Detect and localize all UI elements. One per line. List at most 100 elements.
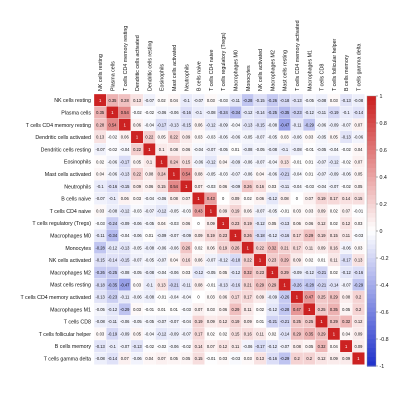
row-label: Macrophages M2 xyxy=(50,270,91,276)
cell-value-label: -0.26 xyxy=(268,98,278,103)
cell-value-label: -0.12 xyxy=(329,159,339,164)
cell-value-label: 0.01 xyxy=(305,159,314,164)
cell-value-label: 0.08 xyxy=(281,196,290,201)
colorbar-segment xyxy=(367,339,376,345)
cell-value-label: 1 xyxy=(111,110,114,115)
cell-value-label: -0.03 xyxy=(169,221,179,226)
cell-value-label: -0.16 xyxy=(108,184,118,189)
cell-value-label: -0.06 xyxy=(132,295,142,300)
cell-value-label: -0.11 xyxy=(292,122,302,127)
cell-value-label: -0.12 xyxy=(157,331,167,336)
column-label: Dendritic cells activated xyxy=(135,35,141,91)
cell-value-label: -0.18 xyxy=(255,233,265,238)
cell-value-label: 0.05 xyxy=(133,159,142,164)
cell-value-label: -0.12 xyxy=(108,245,118,250)
colorbar-segment xyxy=(367,289,376,295)
cell-value-label: -0.12 xyxy=(341,270,351,275)
cell-value-label: 0.02 xyxy=(158,98,167,103)
cell-value-label: 0.02 xyxy=(330,270,339,275)
cell-value-label: -0.12 xyxy=(231,270,241,275)
colorbar-segment xyxy=(367,325,376,331)
cell-value-label: -0.05 xyxy=(145,258,155,263)
cell-value-label: 0.32 xyxy=(318,344,327,349)
cell-value-label: -0.08 xyxy=(268,147,278,152)
cell-value-label: -0.07 xyxy=(329,184,339,189)
cell-value-label: -0.12 xyxy=(108,307,118,312)
cell-value-label: -0.01 xyxy=(354,208,364,213)
cell-value-label: 0.12 xyxy=(342,221,351,226)
colorbar-segment xyxy=(367,249,376,255)
cell-value-label: 0.06 xyxy=(145,184,154,189)
cell-value-label: -0.09 xyxy=(218,122,228,127)
cell-value-label: 0.28 xyxy=(96,122,105,127)
colorbar-tick-label: -0.2 xyxy=(380,256,389,262)
colorbar-segment xyxy=(367,181,376,187)
cell-value-label: -0.17 xyxy=(120,159,130,164)
cell-value-label: 0.06 xyxy=(244,208,253,213)
row-label: T cells CD4 memory activated xyxy=(20,295,91,301)
column-label: T cells CD8 xyxy=(320,64,326,91)
cell-value-label: -0.26 xyxy=(280,295,290,300)
colorbar-segment xyxy=(367,204,376,210)
cell-value-label: -0.25 xyxy=(268,110,278,115)
cell-value-label: -0.18 xyxy=(231,258,241,263)
cell-value-label: 0.03 xyxy=(305,135,314,140)
cell-value-label: 0.16 xyxy=(244,331,253,336)
cell-value-label: -0.12 xyxy=(194,270,204,275)
cell-value-label: -0.08 xyxy=(95,319,105,324)
row-label: Neutrophils xyxy=(64,184,91,190)
cell-value-label: 0.13 xyxy=(281,159,290,164)
cell-value-label: -0.13 xyxy=(243,122,253,127)
colorbar-segment xyxy=(367,226,376,232)
cell-value-label: 0.35 xyxy=(96,110,105,115)
cell-value-label: -0.35 xyxy=(108,282,118,287)
cell-value-label: 0.05 xyxy=(158,135,167,140)
cell-value-label: -0.07 xyxy=(206,258,216,263)
cell-value-label: 0.03 xyxy=(281,135,290,140)
cell-value-label: -0.02 xyxy=(341,159,351,164)
cell-value-label: 0.03 xyxy=(182,270,191,275)
cell-value-label: 0.06 xyxy=(219,184,228,189)
cell-value-label: 1 xyxy=(161,159,164,164)
colorbar-segment xyxy=(367,231,376,237)
cell-value-label: -0.29 xyxy=(305,122,315,127)
cell-value-label: 0.11 xyxy=(330,258,338,263)
cell-value-label: 0.19 xyxy=(318,233,327,238)
cell-value-label: -0.08 xyxy=(206,110,216,115)
cell-value-label: -0.14 xyxy=(255,110,265,115)
cell-value-label: 0.25 xyxy=(318,307,327,312)
cell-value-label: -0.07 xyxy=(145,98,155,103)
cell-value-label: 0.16 xyxy=(182,258,191,263)
cell-value-label: 0.07 xyxy=(158,356,167,361)
cell-value-label: 0.19 xyxy=(195,319,204,324)
cell-value-label: 0.19 xyxy=(231,208,240,213)
cell-value-label: -0.13 xyxy=(120,172,130,177)
colorbar-segment xyxy=(367,303,376,309)
cell-value-label: 0.02 xyxy=(268,331,277,336)
cell-value-label: -0.01 xyxy=(280,208,290,213)
cell-value-label: 0.09 xyxy=(293,258,302,263)
colorbar-segment xyxy=(367,141,376,147)
cell-value-label: 0.08 xyxy=(170,147,179,152)
cell-value-label: 0.08 xyxy=(195,172,204,177)
cell-value-label: -0.15 xyxy=(182,122,192,127)
cell-value-label: -0.06 xyxy=(243,344,253,349)
cell-value-label: 0.1 xyxy=(159,147,165,152)
cell-value-label: -0.08 xyxy=(317,98,327,103)
cell-value-label: 0.19 xyxy=(231,319,240,324)
colorbar-segment xyxy=(367,343,376,349)
cell-value-label: -0.07 xyxy=(255,159,265,164)
colorbar-segment xyxy=(367,352,376,358)
cell-value-label: -0.13 xyxy=(95,295,105,300)
cell-value-label: -0.1 xyxy=(343,110,351,115)
cell-value-label: 0.05 xyxy=(268,221,277,226)
cell-value-label: -0.19 xyxy=(108,331,118,336)
cell-value-label: -0.04 xyxy=(329,147,339,152)
cell-value-label: -0.34 xyxy=(231,110,241,115)
row-label: Mast cells activated xyxy=(45,172,91,178)
column-label: B cells memory xyxy=(344,54,350,91)
column-label: NK cells activated xyxy=(258,49,264,91)
cell-value-label: 1 xyxy=(333,331,336,336)
cell-value-label: -0.26 xyxy=(95,270,105,275)
cell-value-label: 0 xyxy=(197,295,200,300)
